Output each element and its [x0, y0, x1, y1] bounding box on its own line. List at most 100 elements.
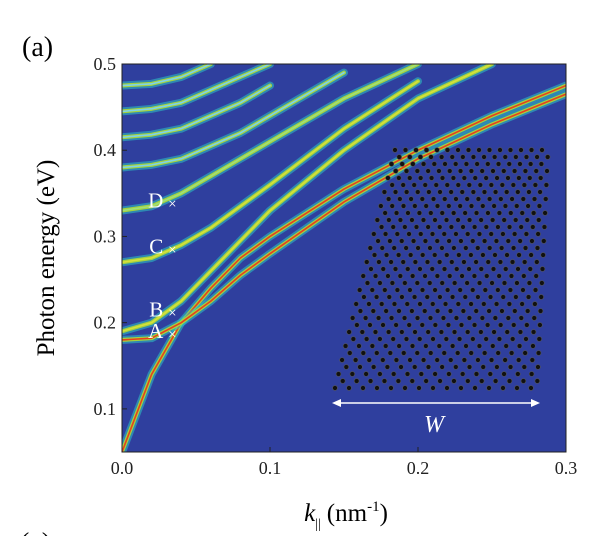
atom [407, 252, 414, 258]
atom [480, 252, 486, 258]
atom [381, 189, 388, 195]
atom [380, 266, 386, 272]
atom [430, 301, 436, 307]
atom [393, 322, 399, 328]
atom [417, 301, 423, 307]
atom [463, 245, 469, 251]
atom [451, 280, 458, 286]
atom [346, 329, 352, 335]
atom [459, 189, 465, 195]
atom [509, 196, 515, 202]
atom [374, 385, 380, 391]
atom [481, 350, 488, 356]
atom [518, 315, 524, 321]
atom [403, 245, 409, 251]
inset-label: W [424, 412, 446, 438]
atom [497, 322, 504, 328]
atom [476, 147, 482, 153]
curve [122, 84, 566, 452]
atom [472, 175, 478, 181]
atom [409, 217, 415, 223]
atom [505, 175, 511, 181]
atom [425, 364, 432, 370]
atom [500, 294, 506, 300]
atom [374, 217, 381, 223]
atom [419, 287, 426, 293]
atom [479, 378, 485, 384]
atom [516, 357, 522, 363]
atom [444, 147, 451, 153]
atom [409, 273, 416, 279]
atom [399, 329, 405, 335]
point-label: C [149, 234, 163, 258]
atom [468, 301, 474, 307]
atom [460, 224, 466, 230]
atom [473, 210, 480, 216]
atom [501, 217, 507, 223]
atom [453, 364, 459, 370]
atom [470, 287, 476, 293]
atom [357, 308, 364, 314]
atom [437, 189, 443, 195]
point-label: B [149, 297, 163, 321]
atom [490, 266, 497, 272]
atom [507, 287, 514, 293]
atom [406, 231, 412, 237]
atom [530, 224, 536, 230]
atom [524, 322, 530, 328]
atom [524, 308, 531, 314]
atom [527, 175, 533, 181]
atom [425, 224, 431, 230]
atom [484, 273, 490, 279]
atom [437, 294, 443, 300]
atom [510, 336, 516, 342]
point-label: D [148, 189, 163, 213]
atom [488, 231, 494, 237]
x-label-exponent: -1 [367, 499, 380, 515]
atom [393, 210, 400, 216]
atom [415, 245, 421, 251]
atom [520, 196, 526, 202]
atom [392, 266, 399, 272]
atom [447, 273, 453, 279]
atom [542, 210, 548, 216]
atom [521, 364, 527, 370]
atom [451, 329, 458, 335]
atom [511, 231, 518, 237]
atom [428, 210, 434, 216]
atom [424, 294, 430, 300]
atom [347, 350, 353, 356]
atom [529, 238, 535, 244]
curve [122, 64, 419, 212]
atom [459, 371, 466, 377]
atom [517, 161, 523, 167]
atom [541, 224, 548, 230]
atom [427, 245, 433, 251]
atom [340, 378, 346, 384]
atom [402, 385, 408, 391]
atom [423, 203, 429, 209]
atom [372, 273, 379, 279]
atom [475, 357, 481, 363]
atom [500, 385, 506, 391]
atom [374, 350, 380, 356]
atom [466, 266, 472, 272]
atom [455, 182, 461, 188]
atom [416, 210, 423, 216]
atom [495, 161, 502, 167]
y-axis-label: Photon energy (eV) [33, 160, 60, 357]
atom [427, 315, 434, 321]
y-tick-label: 0.2 [94, 313, 117, 333]
atom [521, 259, 528, 265]
atom [473, 259, 479, 265]
atom [379, 245, 385, 251]
atom [455, 217, 461, 223]
atom [375, 315, 382, 321]
atom [434, 273, 441, 279]
atom [441, 231, 447, 237]
atom [465, 147, 472, 153]
atom [378, 224, 385, 230]
atom [533, 168, 539, 174]
atom [412, 259, 419, 265]
